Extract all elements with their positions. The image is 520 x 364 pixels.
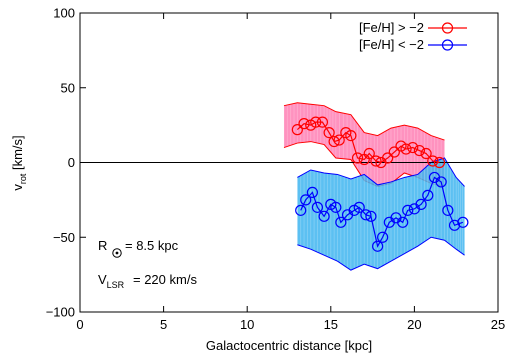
annotation-v-lsr: VLSR = 220 km/s (98, 272, 197, 290)
error-band-1 (297, 158, 465, 271)
x-tick-label: 5 (160, 317, 167, 332)
data-point-0 (323, 127, 335, 139)
data-point-1 (335, 216, 347, 228)
data-point-0 (413, 144, 426, 157)
y-tick-label: −50 (53, 230, 75, 245)
data-point-1 (360, 209, 372, 221)
data-point-0 (333, 134, 345, 146)
data-point-0 (291, 124, 303, 136)
error-bands (283, 102, 465, 271)
data-point-1 (442, 204, 454, 216)
annotation-r-sun: R = 8.5 kpc (98, 238, 179, 258)
data-point-0 (328, 135, 340, 148)
data-point-1 (300, 194, 312, 206)
data-points (291, 116, 469, 252)
data-point-0 (407, 141, 419, 154)
band-upper-edge-0 (283, 102, 445, 141)
y-tick-label: −100 (46, 305, 75, 320)
x-tick-label: 15 (324, 317, 338, 332)
legend-marker-metal-poor (441, 39, 454, 51)
data-point-0 (298, 118, 310, 130)
y-axis-title: vrot [km/s] (10, 135, 28, 190)
band-lower-edge-1 (297, 236, 465, 271)
axis-ticks: 0 5 10 15 20 25 100 50 0 −50 −100 (46, 6, 506, 333)
y-tick-label: 0 (68, 155, 75, 170)
sun-symbol-dot (115, 251, 119, 255)
data-point-0 (345, 129, 357, 142)
data-point-1 (372, 240, 384, 252)
y-tick-label: 50 (61, 80, 75, 95)
data-point-1 (457, 216, 469, 228)
data-point-1 (318, 210, 330, 222)
data-point-1 (330, 201, 342, 213)
data-point-0 (400, 143, 412, 155)
data-point-1 (306, 186, 319, 198)
v-lsr-value: = 220 km/s (133, 272, 197, 287)
data-point-1 (402, 204, 414, 216)
data-point-0 (363, 147, 375, 160)
x-tick-label: 25 (491, 317, 505, 332)
data-point-1 (377, 231, 389, 243)
legend-label-metal-rich: [Fe/H] > −2 (359, 20, 424, 35)
error-band-0 (283, 102, 445, 187)
sun-symbol-icon (112, 248, 122, 258)
x-tick-label: 0 (76, 317, 83, 332)
data-point-0 (310, 116, 322, 128)
data-point-0 (370, 155, 382, 167)
svg-text:VLSR: VLSR (98, 272, 125, 290)
r-sun-value: = 8.5 kpc (125, 238, 179, 253)
data-point-1 (365, 210, 377, 222)
svg-text:R: R (98, 238, 107, 253)
legend-label-metal-poor: [Fe/H] < −2 (359, 37, 424, 52)
data-point-0 (388, 146, 400, 158)
data-point-0 (382, 152, 394, 164)
y-tick-label: 100 (53, 6, 75, 21)
x-tick-label: 10 (240, 317, 254, 332)
data-point-0 (316, 116, 329, 128)
data-point-0 (427, 155, 439, 167)
data-point-1 (422, 189, 434, 201)
data-point-0 (351, 152, 364, 164)
legend: [Fe/H] > −2 [Fe/H] < −2 (359, 20, 467, 52)
x-tick-label: 20 (407, 317, 421, 332)
legend-marker-metal-rich (441, 22, 454, 34)
data-point-1 (311, 201, 324, 213)
data-point-0 (433, 156, 446, 169)
data-point-1 (397, 216, 409, 228)
data-point-1 (353, 201, 365, 213)
x-axis-title: Galactocentric distance [kpc] (206, 338, 372, 353)
data-point-0 (420, 147, 432, 160)
data-point-1 (415, 198, 427, 210)
data-point-1 (435, 176, 447, 188)
data-point-1 (295, 204, 307, 216)
